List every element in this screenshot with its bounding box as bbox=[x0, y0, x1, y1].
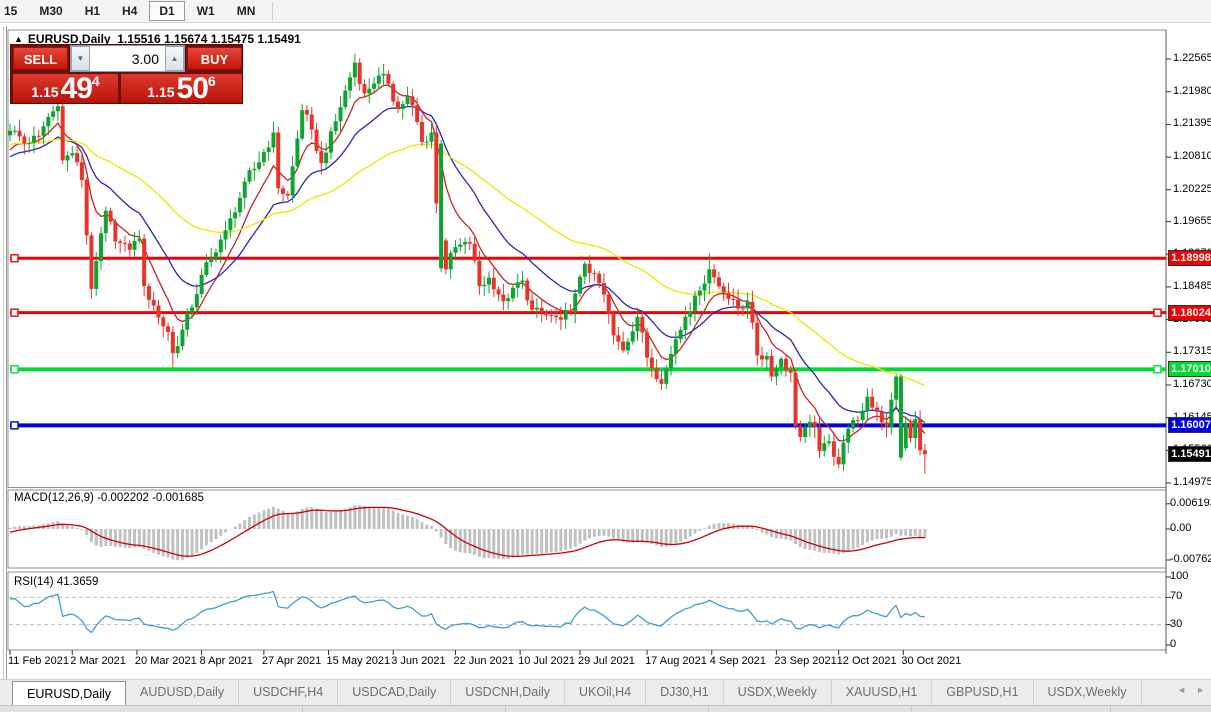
status-bar-separator bbox=[302, 706, 303, 712]
volume-input[interactable] bbox=[90, 46, 165, 71]
chart-tab-ukoil-h4[interactable]: UKOil,H4 bbox=[565, 680, 647, 705]
volume-stepper: ▼ ▲ bbox=[70, 45, 185, 72]
chart-tab-usdcnh-daily[interactable]: USDCNH,Daily bbox=[451, 680, 566, 705]
volume-increase-button[interactable]: ▲ bbox=[165, 46, 184, 71]
window-border bbox=[3, 26, 4, 706]
buy-price-prefix: 1.15 bbox=[147, 84, 175, 100]
buy-price[interactable]: 1.15 50 6 bbox=[121, 72, 242, 105]
timeframe-toolbar: 15 M30 H1 H4 D1 W1 MN bbox=[0, 0, 1211, 23]
timeframe-button-h1[interactable]: H1 bbox=[84, 4, 101, 18]
timeframe-button-mn[interactable]: MN bbox=[236, 4, 256, 18]
status-bar-separator bbox=[1110, 706, 1111, 712]
timeframe-button-15[interactable]: 15 bbox=[4, 4, 18, 18]
timeframe-button-h4[interactable]: H4 bbox=[122, 4, 138, 18]
status-bar-separator bbox=[505, 706, 506, 712]
status-bar-separator bbox=[911, 706, 912, 712]
volume-decrease-button[interactable]: ▼ bbox=[71, 46, 90, 71]
sell-button[interactable]: SELL bbox=[13, 47, 68, 70]
tab-scroll-left-button[interactable]: ◄ bbox=[1177, 685, 1187, 695]
chart-tab-bar: EURUSD,Daily AUDUSD,Daily USDCHF,H4 USDCAD,… bbox=[0, 679, 1211, 705]
chart-title: ▲ EURUSD,Daily 1.15516 1.15674 1.15475 1.… bbox=[14, 32, 301, 46]
chart-tab-xauusd-h1[interactable]: XAUUSD,H1 bbox=[832, 680, 933, 705]
chart-tab-usdx-weekly[interactable]: USDX,Weekly bbox=[724, 680, 832, 705]
trade-buttons-row: SELL ▼ ▲ BUY bbox=[11, 45, 244, 72]
collapse-triangle-icon[interactable]: ▲ bbox=[14, 34, 23, 44]
chart-tab-gbpusd-h1[interactable]: GBPUSD,H1 bbox=[932, 680, 1034, 705]
status-bar-separator bbox=[708, 706, 709, 712]
buy-price-big: 50 bbox=[176, 72, 209, 105]
chart-tab-dj30-h1[interactable]: DJ30,H1 bbox=[646, 680, 724, 705]
sell-price[interactable]: 1.15 49 4 bbox=[13, 72, 118, 105]
tab-scroll-right-button[interactable]: ► bbox=[1196, 685, 1205, 695]
chart-ohlc: 1.15516 1.15674 1.15475 1.15491 bbox=[117, 32, 301, 46]
chart-tab-audusd-daily[interactable]: AUDUSD,Daily bbox=[126, 680, 240, 705]
buy-price-sup: 6 bbox=[207, 73, 216, 89]
chart-tab-usdchf-h4[interactable]: USDCHF,H4 bbox=[239, 680, 339, 705]
window-border bbox=[6, 26, 7, 706]
chart-tab-usdx-weekly[interactable]: USDX,Weekly bbox=[1034, 680, 1142, 705]
chart-symbol: EURUSD,Daily bbox=[27, 32, 111, 46]
buy-button[interactable]: BUY bbox=[187, 47, 242, 70]
timeframe-button-m30[interactable]: M30 bbox=[39, 4, 63, 18]
timeframe-button-d1[interactable]: D1 bbox=[149, 1, 185, 21]
sell-price-prefix: 1.15 bbox=[31, 84, 59, 100]
toolbar-separator bbox=[272, 2, 274, 20]
sell-price-sup: 4 bbox=[91, 73, 100, 89]
chart-tab-eurusd-daily[interactable]: EURUSD,Daily bbox=[12, 681, 127, 705]
one-click-trading-widget: SELL ▼ ▲ BUY 1.15 49 4 1.15 50 6 bbox=[10, 44, 243, 104]
status-bar bbox=[0, 705, 1211, 712]
chart-tab-usdcad-daily[interactable]: USDCAD,Daily bbox=[338, 680, 452, 705]
timeframe-button-w1[interactable]: W1 bbox=[196, 4, 215, 18]
sell-price-big: 49 bbox=[60, 72, 93, 105]
